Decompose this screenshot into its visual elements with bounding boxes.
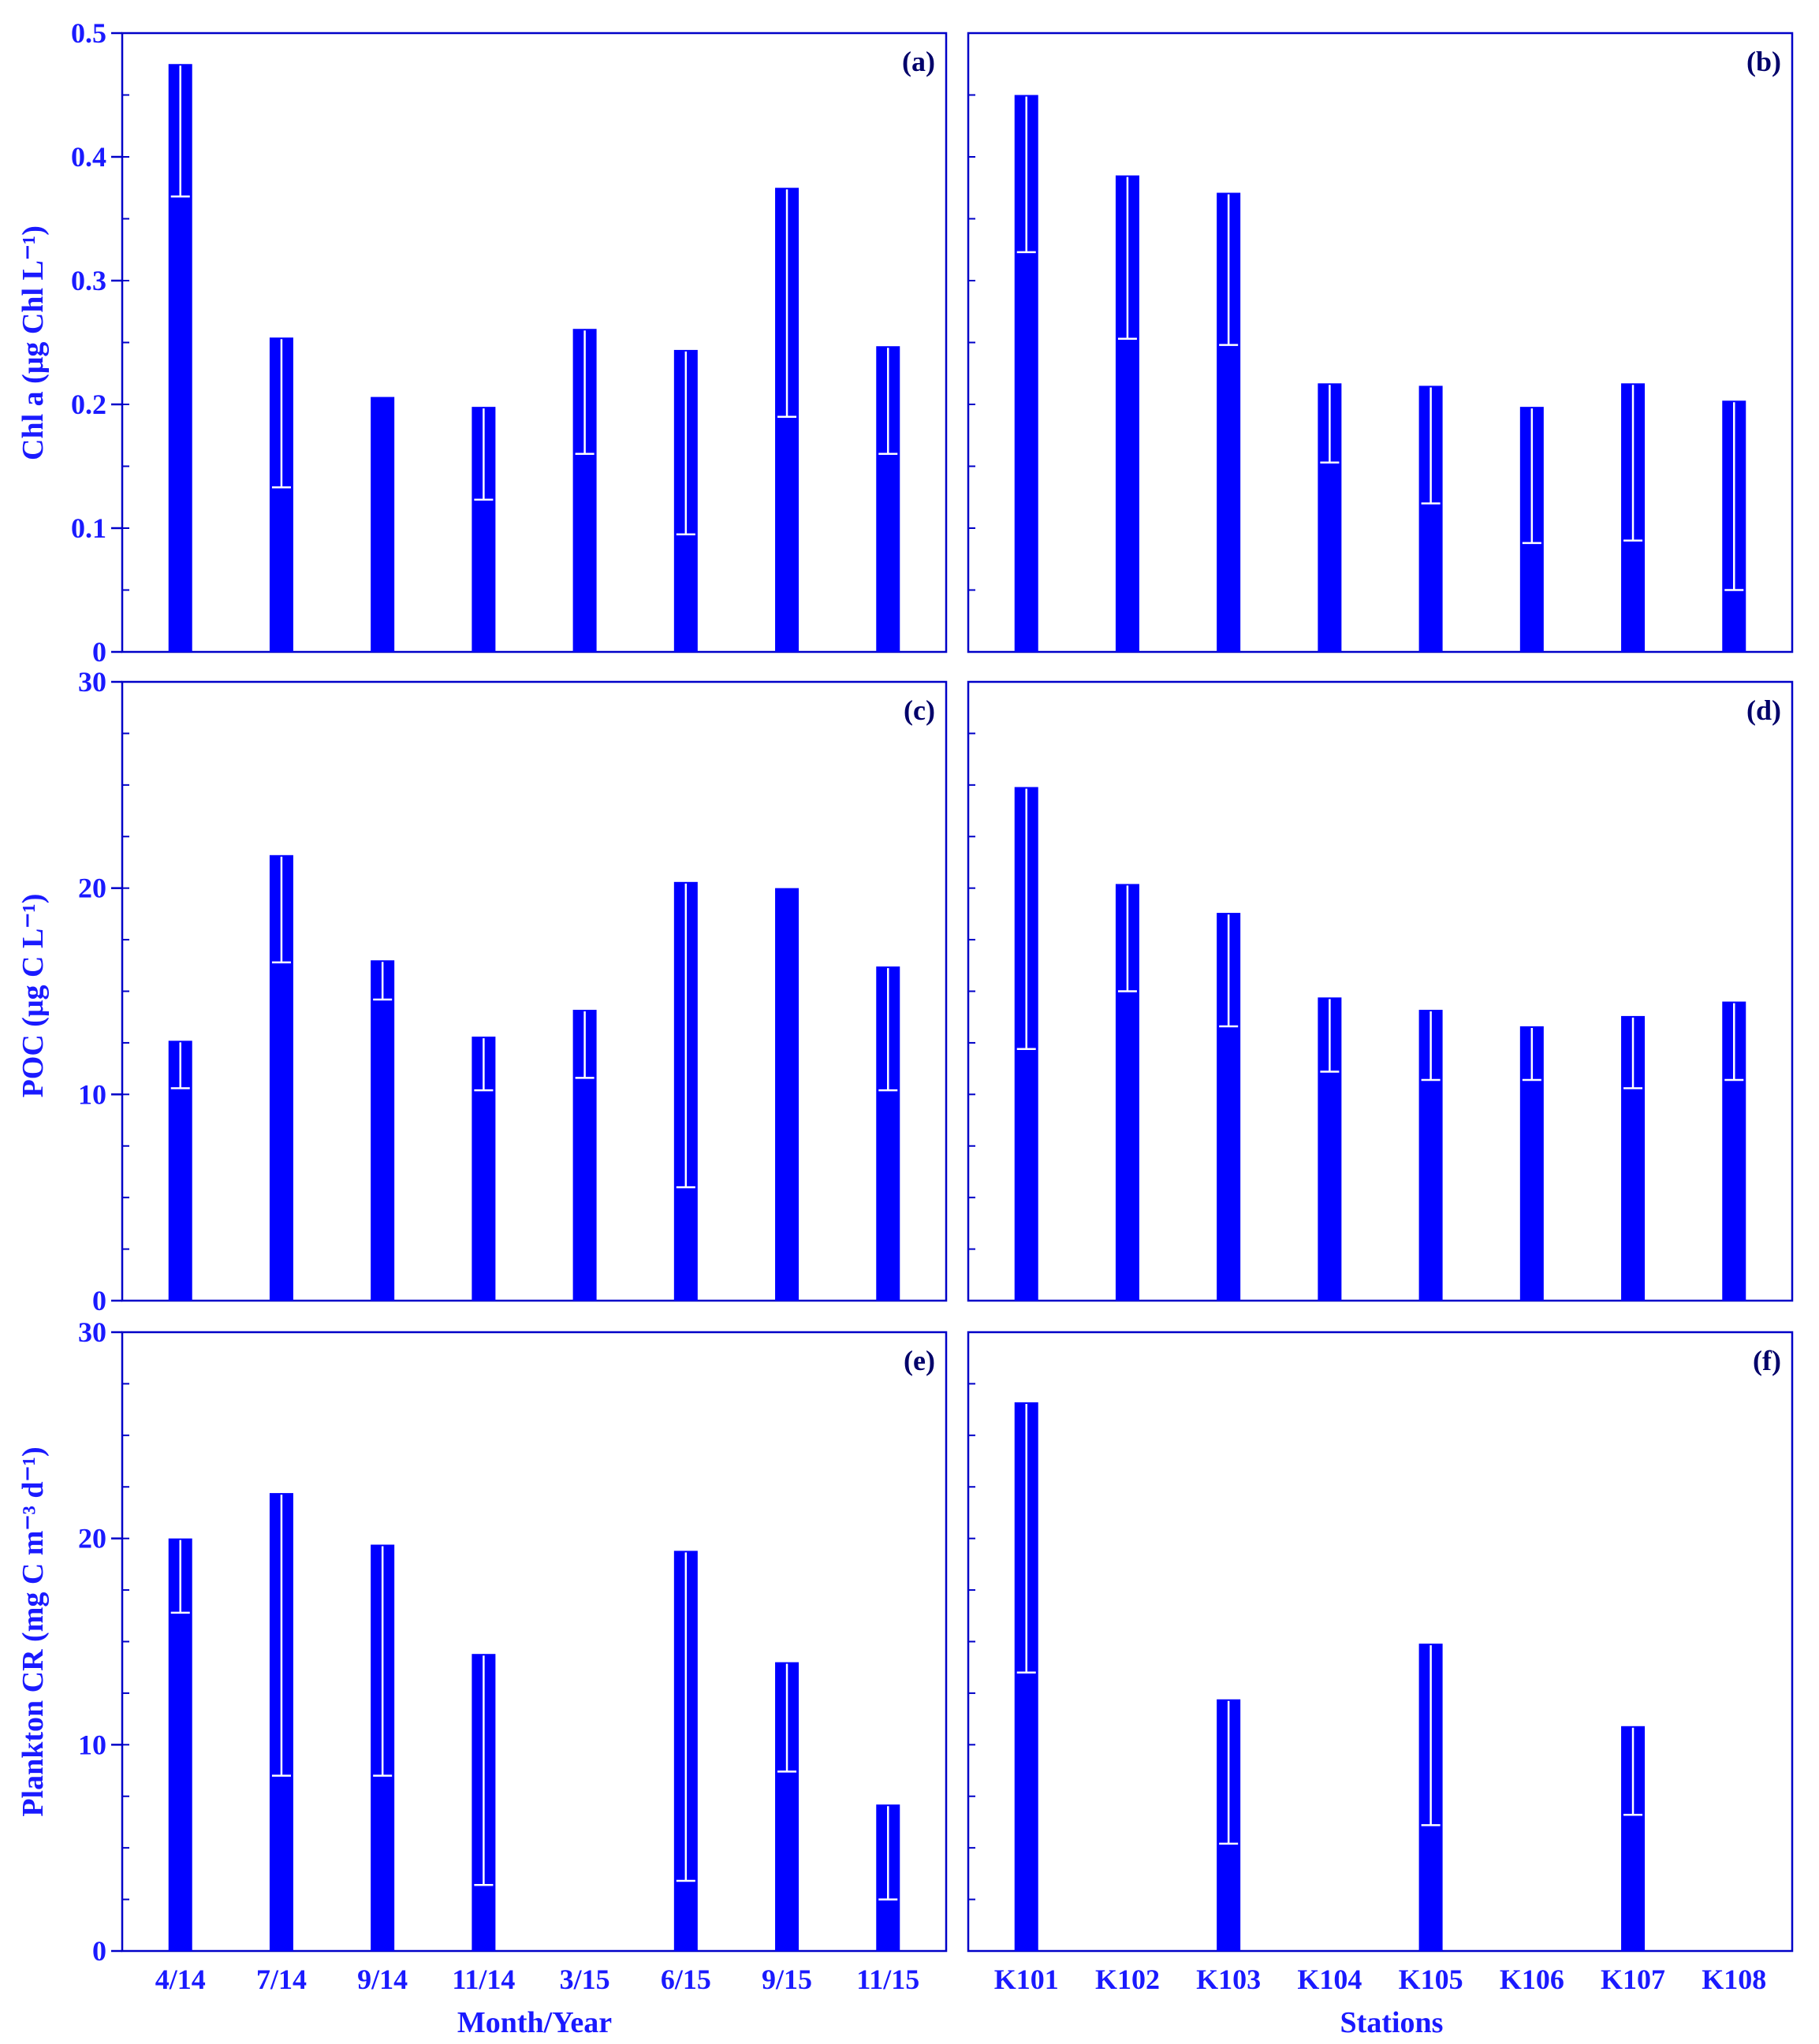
panel-d: (d): [967, 680, 1794, 1302]
y-tick-label: 0.4: [71, 141, 106, 173]
x-tick-label: 11/14: [452, 1964, 515, 1995]
x-tick-label: K105: [1399, 1964, 1463, 1995]
y-tick-label: 0.2: [71, 389, 106, 420]
x-tick-label: 3/15: [560, 1964, 610, 1995]
x-tick-label: K103: [1196, 1964, 1261, 1995]
y-tick-label: 0: [92, 1285, 106, 1316]
bar-a-9/14: [371, 397, 395, 652]
panel-label-c: (c): [904, 694, 935, 726]
x-tick-label: 6/15: [661, 1964, 711, 1995]
y-axis-title-poc: POC (μg C L⁻¹): [17, 894, 50, 1098]
panel-frame-d: [967, 680, 1794, 1302]
x-tick-label: K101: [994, 1964, 1059, 1995]
bar-c-9/15: [775, 888, 800, 1301]
y-tick-label: 0: [92, 636, 106, 668]
x-tick-label: K104: [1297, 1964, 1362, 1995]
panel-label-b: (b): [1746, 46, 1781, 77]
panel-label-f: (f): [1753, 1345, 1781, 1376]
y-axis-title-chl-a: Chl a (μg Chl L⁻¹): [17, 225, 50, 460]
y-tick-label: 0.5: [71, 17, 106, 49]
y-tick-label: 0.3: [71, 265, 106, 296]
panel-a: 0 0.1 0.2 0.3 0.4 0.5 (a): [71, 17, 948, 668]
panel-frame-c: [121, 680, 948, 1302]
x-tick-label: K108: [1702, 1964, 1766, 1995]
x-tick-label: K107: [1601, 1964, 1665, 1995]
x-tick-label: 4/14: [155, 1964, 206, 1995]
y-tick-label: 0.1: [71, 512, 106, 544]
panel-frame-e: [121, 1331, 948, 1953]
panel-e: 0 10 20 30 (e) 4/14 7/14 9/14 11/14 3/15 6/15 9/15 1…: [78, 1316, 948, 1995]
x-tick-label: 7/14: [256, 1964, 307, 1995]
x-tick-label: K106: [1500, 1964, 1564, 1995]
panels: 0 0.1 0.2 0.3 0.4 0.5 (a) (b) 0 10 20 30 (c) (d) 0 10 20…: [71, 17, 1794, 1995]
panel-c: 0 10 20 30 (c): [78, 666, 948, 1316]
panel-frame-f: [967, 1331, 1794, 1953]
y-tick-label: 20: [78, 1523, 106, 1554]
panel-frame-b: [967, 32, 1794, 653]
y-tick-label: 20: [78, 873, 106, 904]
panel-label-a: (a): [902, 46, 935, 77]
y-tick-label: 30: [78, 1316, 106, 1348]
bar-c-9/14: [371, 960, 395, 1301]
panel-label-d: (d): [1746, 694, 1781, 726]
panel-frame-a: [121, 32, 948, 653]
y-axis-title-plankton-cr: Plankton CR (mg C m⁻³ d⁻¹): [17, 1446, 50, 1816]
x-tick-label: 11/15: [856, 1964, 919, 1995]
x-tick-label: K102: [1095, 1964, 1160, 1995]
y-tick-label: 10: [78, 1729, 106, 1760]
x-axis-title-month-year: Month/Year: [457, 2006, 612, 2039]
panel-f: (f) K101 K102 K103 K104 K105 K106 K107 K108: [967, 1331, 1794, 1995]
panel-b: (b): [967, 32, 1794, 653]
x-tick-label: 9/14: [357, 1964, 408, 1995]
x-tick-label: 9/15: [762, 1964, 812, 1995]
panel-label-e: (e): [904, 1345, 935, 1376]
y-tick-label: 0: [92, 1935, 106, 1967]
y-tick-label: 30: [78, 666, 106, 698]
x-axis-title-stations: Stations: [1340, 2006, 1444, 2039]
y-tick-label: 10: [78, 1078, 106, 1110]
